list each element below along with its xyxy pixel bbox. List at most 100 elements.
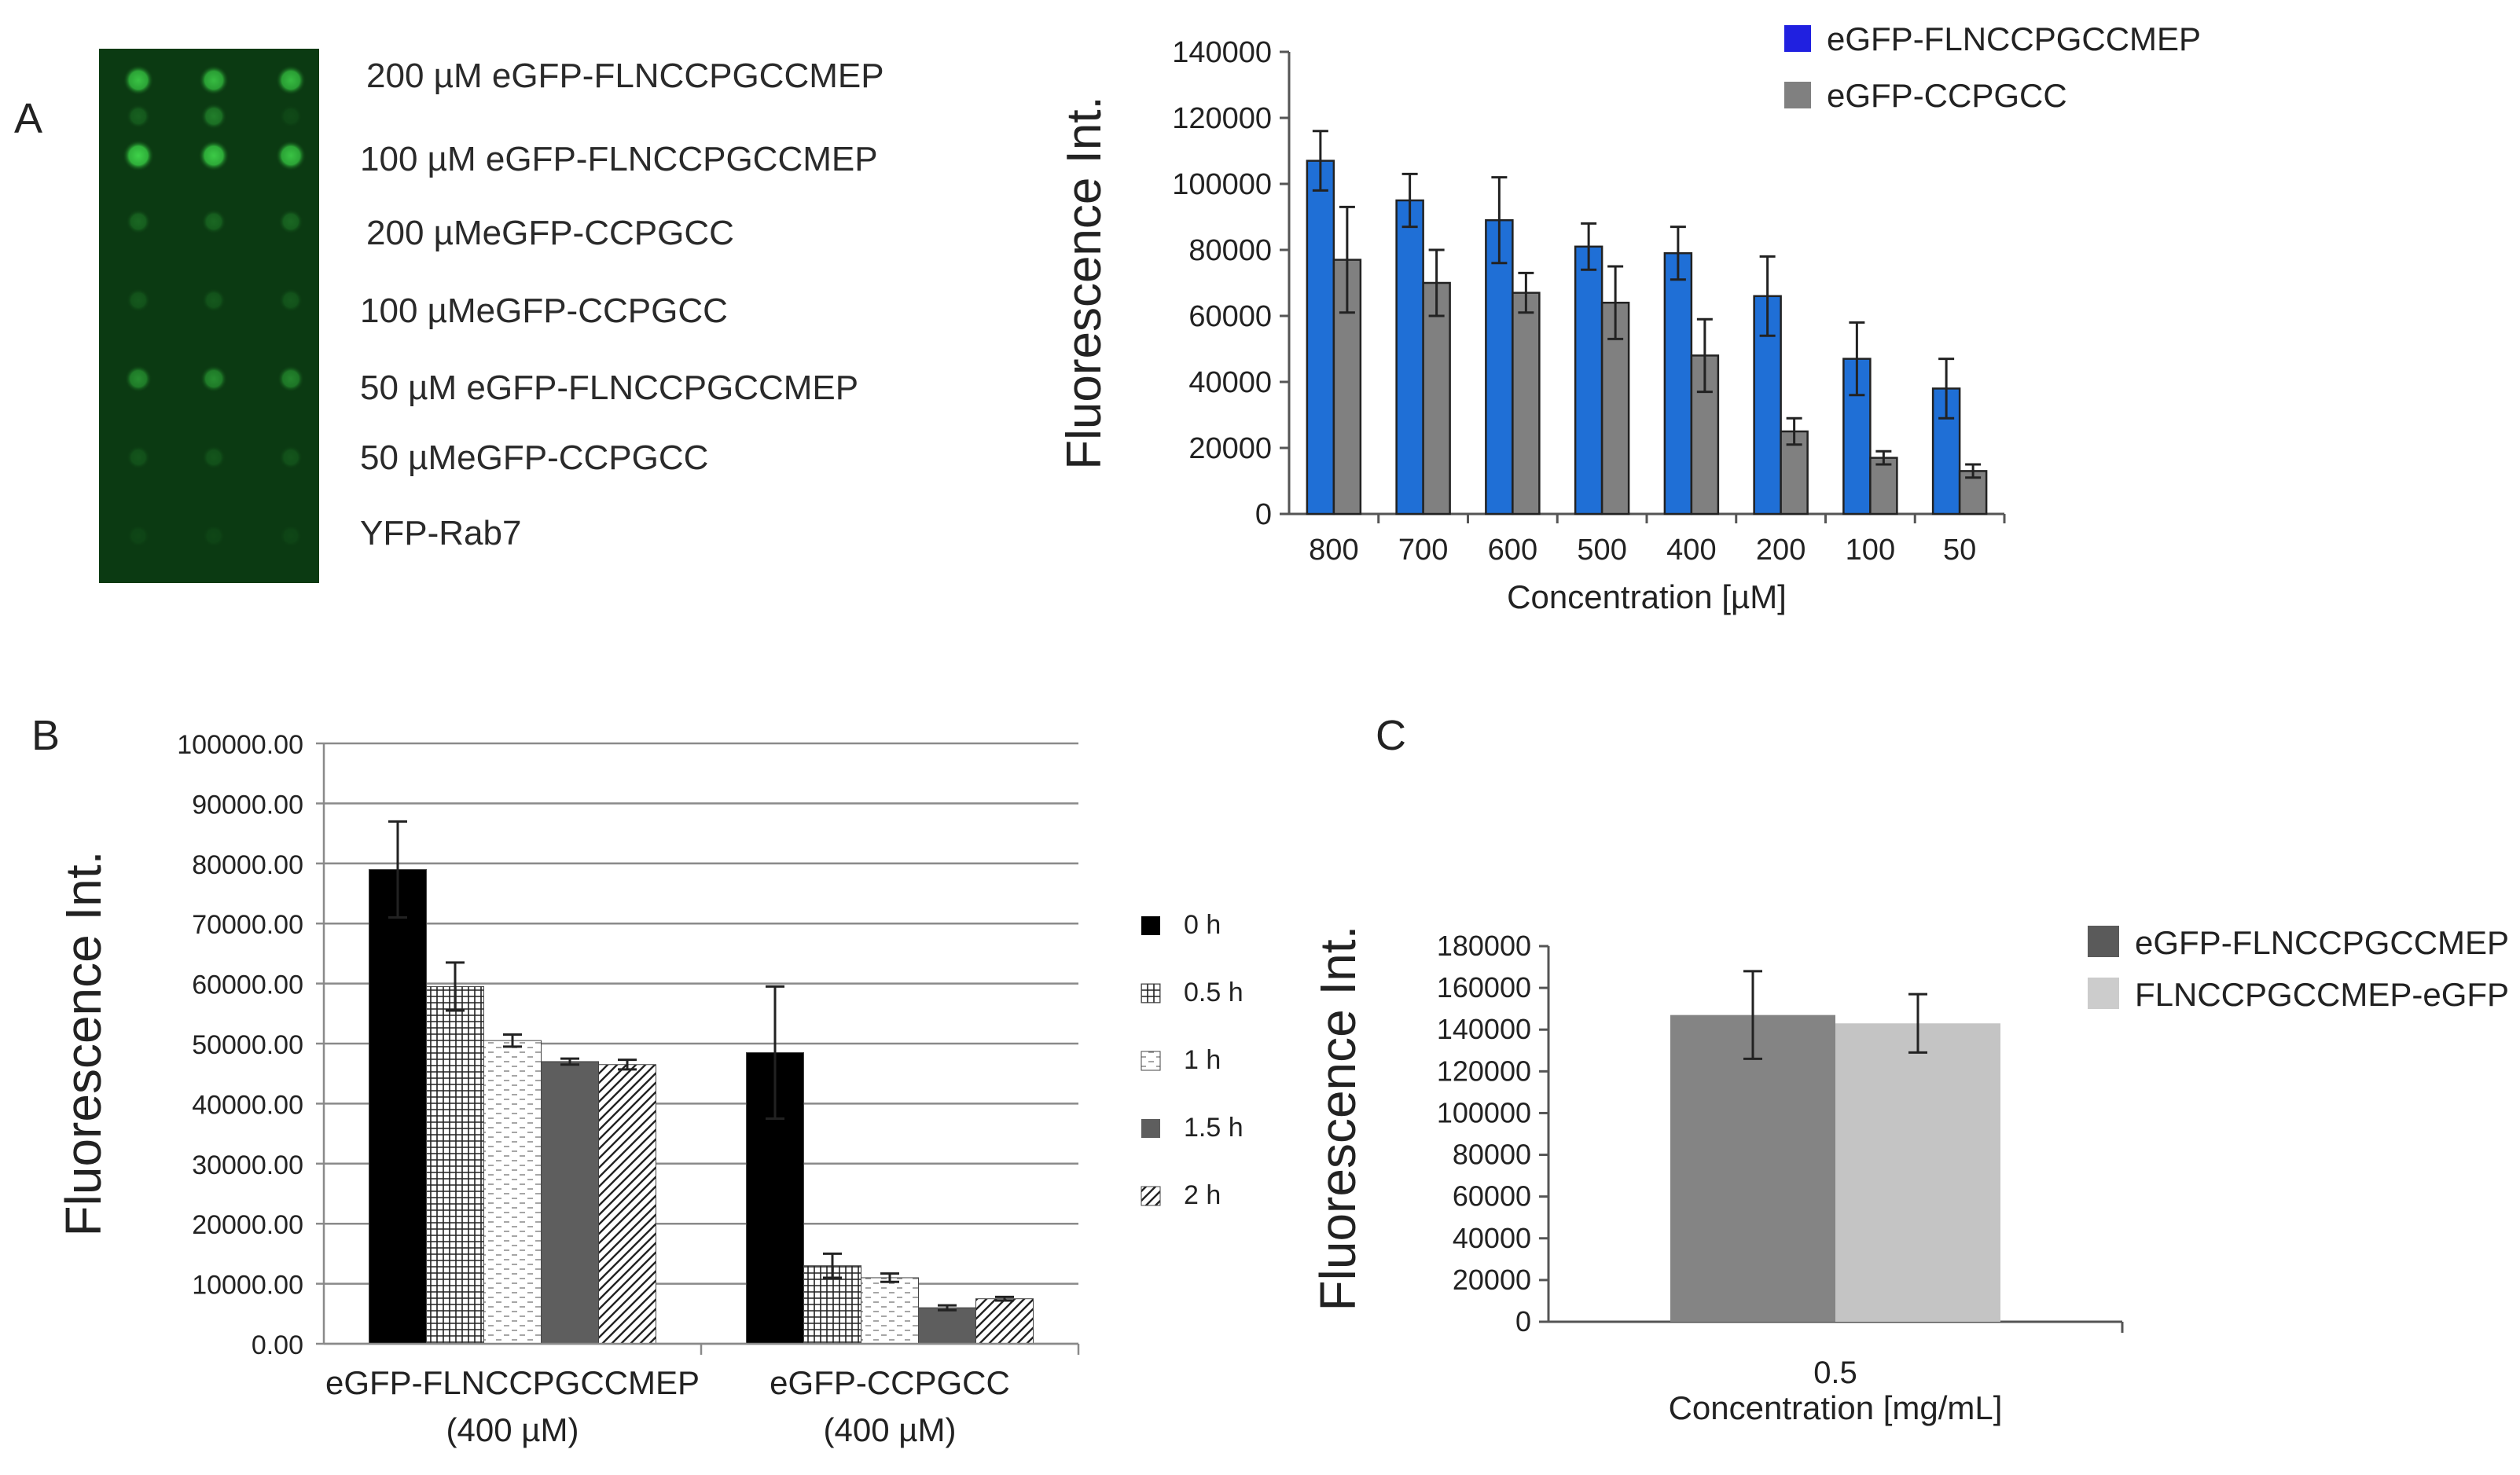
x-tick-label: 800 xyxy=(1309,534,1358,567)
legend-swatch xyxy=(1141,1119,1160,1138)
blot-spot xyxy=(200,103,227,130)
bar-eGFP-FLNCCPGCCMEP-0.5 xyxy=(1670,1015,1835,1322)
bar-0 h-eGFP-FLNCCPGCCMEP xyxy=(369,868,427,1345)
bar-eGFP-CCPGCC-600 xyxy=(1512,292,1541,516)
y-tick-label: 120000 xyxy=(1172,102,1272,135)
bar-1 h-eGFP-FLNCCPGCCMEP xyxy=(483,1040,542,1345)
blot-spot xyxy=(127,524,150,548)
legend-label: 1 h xyxy=(1184,1045,1221,1075)
bar-eGFP-FLNCCPGCCMEP-400 xyxy=(1663,251,1693,516)
bar-eGFP-FLNCCPGCCMEP-700 xyxy=(1395,199,1424,516)
blot-spot xyxy=(202,524,226,548)
y-tick-label: 120000 xyxy=(1437,1055,1531,1087)
blot-spot xyxy=(198,140,230,171)
y-tick-label: 20000.00 xyxy=(192,1210,303,1240)
x-axis-title: Concentration [µM] xyxy=(1507,578,1787,615)
y-tick-label: 100000 xyxy=(1437,1096,1531,1128)
y-tick-label: 100000.00 xyxy=(177,730,303,760)
blot-label-5: 50 µM eGFP-FLNCCPGCCMEP xyxy=(360,369,859,407)
y-tick-label: 20000 xyxy=(1453,1264,1531,1296)
bar-eGFP-CCPGCC-100 xyxy=(1869,457,1898,516)
legend-swatch xyxy=(1784,82,1811,108)
legend-swatch xyxy=(1141,916,1160,935)
x-axis-title: Concentration [mg/mL] xyxy=(1669,1389,2003,1426)
blot-label-3: 200 µMeGFP-CCPGCC xyxy=(366,214,734,252)
bar-1.5 h-eGFP-FLNCCPGCCMEP xyxy=(541,1061,599,1345)
legend-label: FLNCCPGCCMEP-eGFP xyxy=(2135,976,2509,1013)
blot-spot xyxy=(279,105,303,128)
chart-b: 0.00 10000.00 20000.00 30000.00 40000.00 5000… xyxy=(55,730,1243,1448)
bar-0.5 h-eGFP-FLNCCPGCCMEP xyxy=(426,985,484,1345)
y-tick-label: 80000.00 xyxy=(192,850,303,880)
y-tick-label: 140000 xyxy=(1437,1013,1531,1045)
legend-label: eGFP-FLNCCPGCCMEP xyxy=(2135,924,2509,961)
y-tick-label: 50000.00 xyxy=(192,1030,303,1060)
bar-2 h-eGFP-FLNCCPGCCMEP xyxy=(598,1064,656,1345)
legend-label: 0.5 h xyxy=(1184,978,1243,1007)
y-tick-label: 140000 xyxy=(1172,36,1272,69)
blot-label-2: 100 µM eGFP-FLNCCPGCCMEP xyxy=(360,140,878,178)
blot-spot xyxy=(124,365,152,393)
blot-spot xyxy=(126,104,151,129)
y-tick-label: 0.00 xyxy=(252,1330,303,1360)
bar-1 h-eGFP-CCPGCC xyxy=(861,1277,919,1345)
legend-swatch xyxy=(1141,1051,1161,1071)
y-tick-label: 60000 xyxy=(1453,1180,1531,1213)
legend-label: eGFP-FLNCCPGCCMEP xyxy=(1827,20,2201,57)
y-tick-label: 10000.00 xyxy=(192,1271,303,1301)
y-tick-label: 100000 xyxy=(1172,168,1272,201)
legend-swatch xyxy=(1141,983,1161,1004)
dot-blot-image xyxy=(99,49,319,583)
blot-spot xyxy=(123,140,154,171)
bar-2 h-eGFP-CCPGCC xyxy=(975,1298,1034,1345)
blot-spot xyxy=(126,445,151,470)
legend-label: 1.5 h xyxy=(1184,1113,1243,1143)
blot-spot xyxy=(198,64,230,96)
panel-letter-a: A xyxy=(14,95,43,142)
legend-label: 0 h xyxy=(1184,910,1221,940)
x-tick-label: 600 xyxy=(1488,534,1537,567)
blot-label-6: 50 µMeGFP-CCPGCC xyxy=(360,438,709,477)
legend-swatch xyxy=(2088,926,2119,957)
panel-letter-b: B xyxy=(31,712,61,759)
y-tick-label: 60000.00 xyxy=(192,970,303,1000)
chart-c: 0 20000 40000 60000 80000 100000 120000 140000 1… xyxy=(1310,924,2509,1426)
y-axis-title: Fluorescence Int. xyxy=(1310,926,1366,1312)
blot-spot xyxy=(123,64,154,96)
blot-spot xyxy=(200,365,228,393)
blot-spot xyxy=(126,288,151,313)
x-tick-sublabel: (400 µM) xyxy=(446,1411,579,1448)
x-tick-label: 50 xyxy=(1943,534,1976,567)
blot-spot xyxy=(277,365,304,392)
x-tick-label: 100 xyxy=(1846,534,1895,567)
blot-label-1: 200 µM eGFP-FLNCCPGCCMEP xyxy=(366,57,884,95)
x-tick-label: 500 xyxy=(1577,534,1626,567)
blot-spot xyxy=(201,288,226,313)
legend-swatch xyxy=(2088,978,2119,1009)
y-tick-label: 0 xyxy=(1255,498,1272,531)
y-tick-label: 180000 xyxy=(1437,930,1531,962)
bar-FLNCCPGCCMEP-eGFP-0.5 xyxy=(1835,1023,2000,1322)
blot-spot xyxy=(126,209,151,234)
y-tick-label: 60000 xyxy=(1188,300,1272,333)
y-tick-label: 40000 xyxy=(1188,366,1272,399)
x-tick-label: 200 xyxy=(1756,534,1806,567)
blot-spot xyxy=(201,445,226,470)
blot-spot xyxy=(278,288,303,313)
x-tick-sublabel: (400 µM) xyxy=(824,1411,957,1448)
blot-spot xyxy=(278,445,303,470)
bar-eGFP-CCPGCC-700 xyxy=(1422,281,1451,516)
blot-spot xyxy=(201,209,226,234)
legend-label: eGFP-CCPGCC xyxy=(1827,77,2067,114)
x-tick-label: 0.5 xyxy=(1813,1356,1857,1390)
blot-label-4: 100 µMeGFP-CCPGCC xyxy=(360,292,728,330)
y-tick-label: 40000 xyxy=(1453,1222,1531,1254)
blot-spot xyxy=(275,64,307,96)
legend-swatch xyxy=(1141,1186,1161,1206)
chart-a: 0 20000 40000 60000 80000 100000 120000 140000 8… xyxy=(1057,20,2201,615)
y-tick-label: 20000 xyxy=(1188,432,1272,465)
y-tick-label: 30000.00 xyxy=(192,1150,303,1180)
y-tick-label: 90000.00 xyxy=(192,790,303,820)
panel-letter-c: C xyxy=(1376,712,1406,759)
y-tick-label: 160000 xyxy=(1437,971,1531,1004)
